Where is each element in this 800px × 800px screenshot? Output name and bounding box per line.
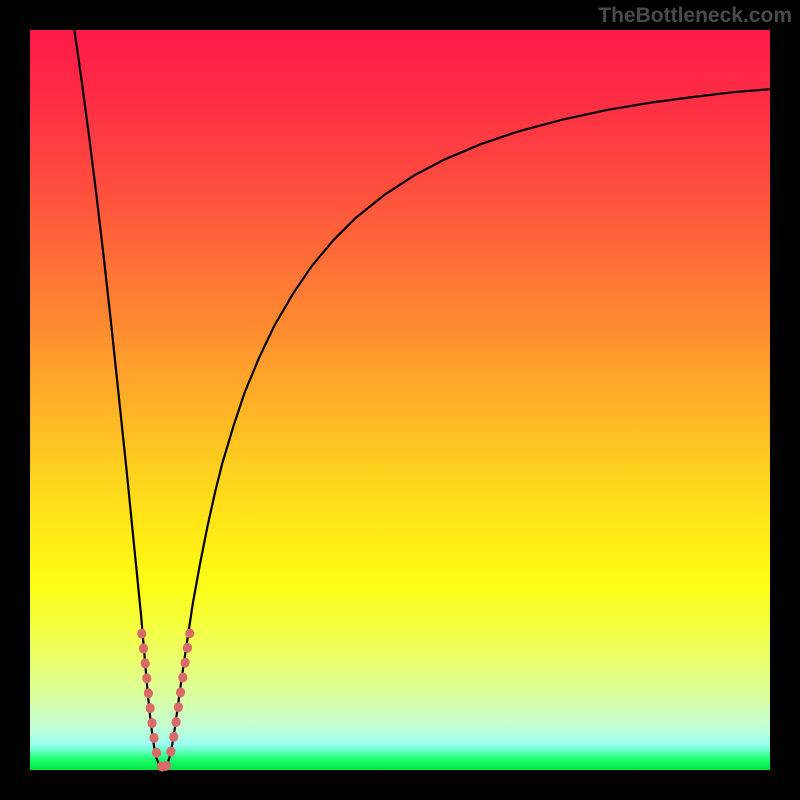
bottleneck-curve (74, 30, 770, 769)
plot-area (30, 30, 770, 770)
chart-container: TheBottleneck.com (0, 0, 800, 800)
curve-layer (30, 30, 770, 770)
highlight-segment (142, 633, 163, 768)
watermark-text: TheBottleneck.com (598, 4, 792, 28)
